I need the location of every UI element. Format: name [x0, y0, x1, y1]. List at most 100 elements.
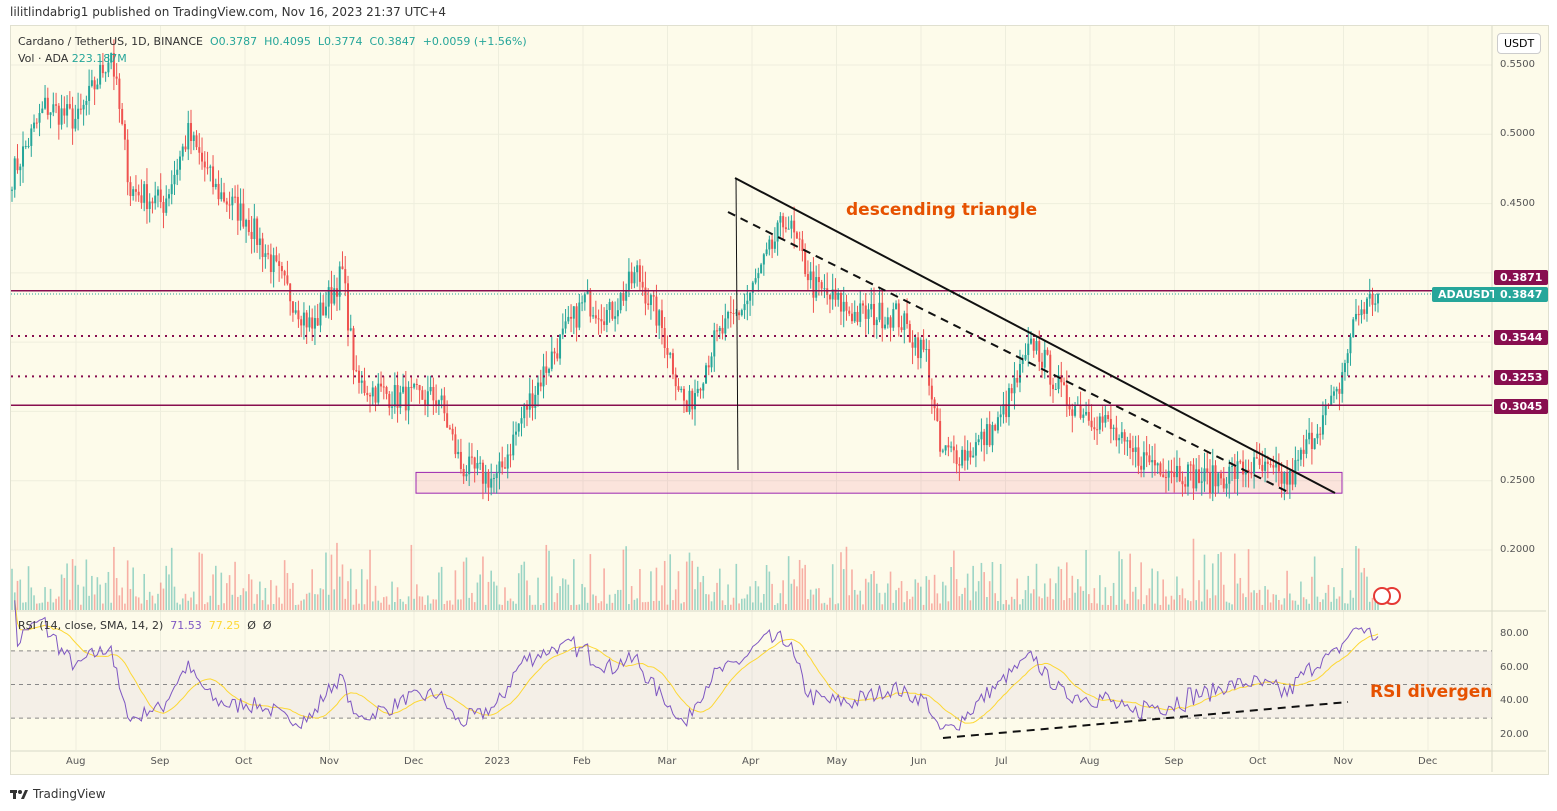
- annotation-descending-triangle[interactable]: descending triangle: [846, 200, 1038, 220]
- volume-bar: [1021, 598, 1024, 610]
- annotation-rsi-divergence[interactable]: RSI divergence: [1370, 682, 1492, 702]
- candle-body: [724, 318, 727, 334]
- volume-bar: [1327, 584, 1330, 610]
- candle-body: [809, 271, 812, 281]
- volume-bar: [391, 581, 393, 610]
- candle-body: [743, 304, 746, 311]
- volume-bar: [980, 562, 983, 610]
- candle-body: [969, 450, 972, 458]
- candle-body: [961, 449, 964, 466]
- volume-bar: [763, 594, 765, 610]
- candle-body: [261, 238, 264, 257]
- candle-body: [451, 428, 454, 435]
- close-value: C0.3847: [369, 35, 416, 48]
- volume-bar: [1121, 559, 1123, 610]
- rsi-divergence-line: [942, 701, 1349, 739]
- volume-bar: [939, 603, 941, 610]
- volume-bar: [1002, 604, 1005, 610]
- candle-body: [57, 105, 60, 125]
- candle-body: [638, 265, 641, 282]
- candle-body: [156, 189, 159, 196]
- candle-body: [1049, 354, 1052, 385]
- candle-body: [63, 108, 66, 116]
- rsi-tick: 40.00: [1500, 695, 1529, 707]
- volume-bar: [1008, 604, 1010, 610]
- candle-body: [203, 161, 206, 168]
- volume-bar: [338, 576, 341, 610]
- candle-body: [768, 239, 771, 250]
- volume-bar: [713, 592, 716, 610]
- candle-body: [732, 313, 735, 315]
- volume-bar: [1300, 581, 1302, 610]
- volume-bar: [410, 544, 413, 610]
- candle-body: [134, 189, 137, 192]
- symbol-name[interactable]: Cardano / TetherUS, 1D, BINANCE: [18, 35, 203, 48]
- candle-body: [705, 365, 708, 384]
- volume-bar: [988, 581, 991, 610]
- volume-bar: [581, 583, 583, 610]
- volume-bar: [765, 565, 768, 610]
- volume-bar: [113, 546, 115, 610]
- candle-body: [151, 201, 154, 204]
- volume-bar: [107, 571, 110, 610]
- high-value: H0.4095: [264, 35, 311, 48]
- volume-bar: [322, 589, 325, 610]
- volume-bar: [179, 604, 181, 610]
- volume-bar: [1371, 597, 1374, 610]
- candle-body: [567, 316, 570, 322]
- candle-body: [1115, 427, 1118, 441]
- volume-bar: [1198, 580, 1200, 610]
- volume-bar: [209, 595, 212, 610]
- volume-bar: [267, 604, 269, 610]
- volume-bar: [237, 596, 239, 610]
- volume-bar: [647, 601, 649, 610]
- volume-bar: [837, 603, 840, 610]
- volume-bar: [228, 575, 231, 610]
- volume-bar: [534, 604, 537, 610]
- volume-bar: [840, 552, 842, 610]
- candle-body: [1349, 337, 1352, 354]
- candle-body: [1107, 415, 1110, 419]
- volume-bar: [504, 587, 506, 610]
- candle-body: [302, 312, 305, 326]
- candle-body: [459, 451, 462, 469]
- candle-body: [1310, 432, 1313, 450]
- candle-body: [1354, 313, 1357, 320]
- candle-body: [1148, 455, 1151, 463]
- volume-bar: [1071, 575, 1074, 610]
- chart-frame[interactable]: [10, 25, 1549, 775]
- footer-brand[interactable]: TradingView: [33, 787, 106, 801]
- candle-body: [324, 306, 327, 316]
- candle-body: [206, 167, 209, 169]
- tradingview-logo-icon: [10, 790, 28, 799]
- candle-body: [13, 158, 16, 190]
- candle-body: [118, 78, 121, 109]
- candle-body: [269, 254, 272, 273]
- volume-bar: [413, 598, 415, 610]
- candle-body: [170, 184, 173, 195]
- volume-bar: [1043, 583, 1046, 610]
- volume-bar: [58, 596, 60, 610]
- volume-bar: [884, 592, 886, 610]
- candle-body: [1178, 465, 1181, 482]
- candle-body: [278, 261, 281, 266]
- volume-bar: [1041, 598, 1043, 610]
- candle-body: [666, 347, 669, 355]
- volume-bar: [545, 544, 548, 610]
- rsi-label[interactable]: RSI (14, close, SMA, 14, 2): [18, 619, 164, 632]
- candle-body: [718, 327, 721, 331]
- volume-bar: [165, 565, 168, 610]
- candle-body: [608, 302, 611, 310]
- volume-bar: [730, 604, 732, 610]
- volume-bar: [203, 604, 206, 610]
- volume-bar: [435, 599, 437, 610]
- candle-body: [1280, 471, 1283, 484]
- currency-button[interactable]: USDT: [1497, 33, 1542, 54]
- time-tick: Sep: [150, 756, 170, 767]
- candle-body: [388, 393, 391, 408]
- volume-bar: [363, 604, 366, 610]
- volume-bar: [102, 603, 104, 610]
- level-tag-1: 0.3871: [1494, 270, 1549, 285]
- volume-bar: [1316, 596, 1319, 610]
